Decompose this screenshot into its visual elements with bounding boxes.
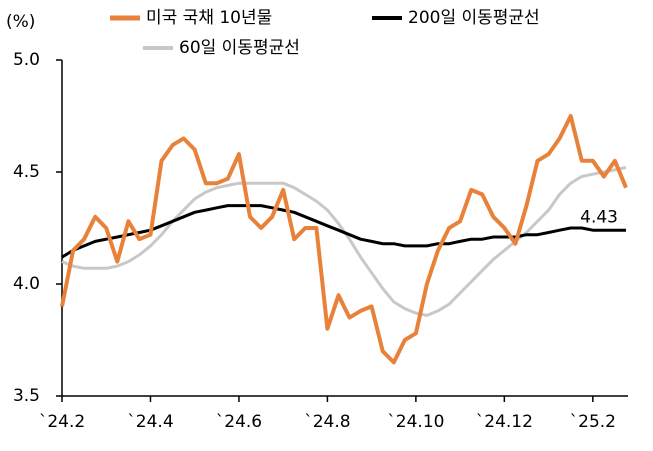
series-line xyxy=(61,166,627,317)
y-axis-label: (%) xyxy=(6,12,35,32)
x-tick-label: `24.4 xyxy=(127,412,173,432)
legend-label: 미국 국채 10년물 xyxy=(146,8,272,28)
value-label: 4.43 xyxy=(580,208,618,228)
y-tick-label: 3.5 xyxy=(13,386,40,406)
x-tick-label: `24.2 xyxy=(39,412,85,432)
series-line xyxy=(60,114,628,365)
x-tick-label: `24.8 xyxy=(304,412,350,432)
y-tick-label: 4.5 xyxy=(13,162,40,182)
legend-label: 60일 이동평균선 xyxy=(179,38,300,58)
y-tick-label: 4.0 xyxy=(13,274,40,294)
x-tick-label: `25.2 xyxy=(570,412,616,432)
x-tick-label: `24.12 xyxy=(476,412,533,432)
y-tick-label: 5.0 xyxy=(13,50,40,70)
x-tick-label: `24.10 xyxy=(387,412,444,432)
series-line xyxy=(61,204,626,259)
x-tick-label: `24.6 xyxy=(216,412,262,432)
legend-label: 200일 이동평균선 xyxy=(408,8,540,28)
